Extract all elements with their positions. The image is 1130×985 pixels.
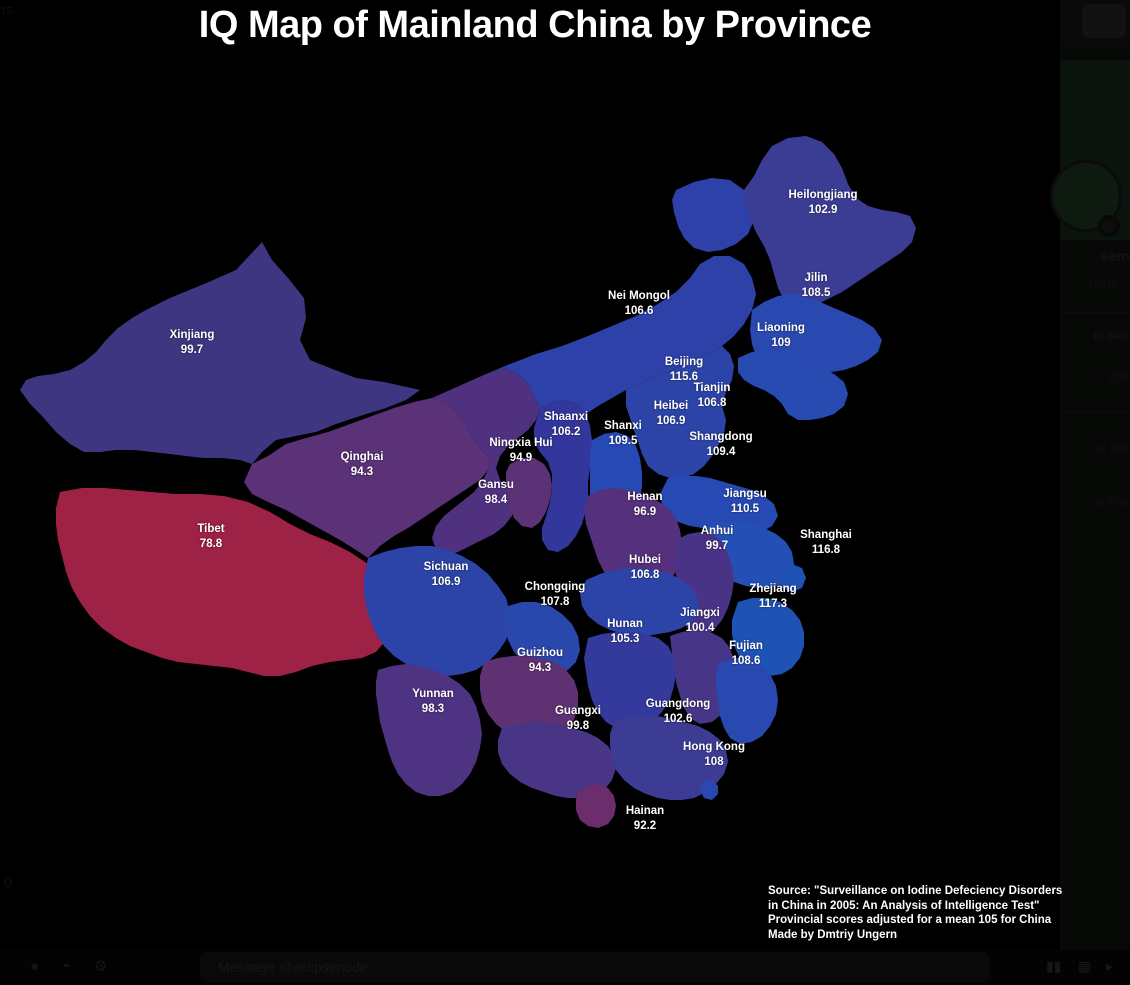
region-hubei [580,568,698,636]
profile-handle: node [1089,276,1118,291]
region-fujian [716,658,778,744]
source-line-2: in China in 2005: An Analysis of Intelli… [768,899,1040,912]
region-ningxia-hui [506,458,552,528]
source-line-1: Source: "Surveillance on Iodine Defecien… [768,885,1063,897]
region-nei-mongol [486,178,756,414]
source-line-4: Made by Dmtriy Ungern [768,928,898,941]
region-shanghai [778,564,806,592]
region-qinghai [244,398,490,558]
left-edge-label: rs [2,2,13,17]
iq-map-image: IQ Map of Mainland China by Province [20,4,1078,942]
province-shapes [20,136,916,828]
profile-username: sem [1099,248,1130,265]
region-guangdong [610,716,728,800]
gif-icon[interactable]: ▸ [1106,958,1114,974]
region-liaoning [738,350,848,420]
region-guizhou [480,656,578,738]
sticker-icon[interactable]: ▦ [1078,958,1092,974]
region-sichuan [364,546,510,676]
message-input-placeholder[interactable]: Message @eclipsenode [218,959,368,975]
search-pill[interactable] [1082,4,1126,38]
gift-icon[interactable]: ▮▮ [1046,958,1062,974]
region-heibei [626,346,734,478]
settings-icon[interactable]: ⚙ [94,958,108,975]
china-choropleth [20,136,916,828]
member-since-label: er Sinc [1093,330,1130,342]
source-line-3: Provincial scores adjusted for a mean 10… [768,914,1052,927]
profile-divider-2 [1060,412,1130,413]
region-xinjiang [20,242,420,464]
region-hunan [584,632,676,730]
region-shaanxi [534,400,592,552]
source-attribution: Source: "Surveillance on Iodine Defecien… [768,884,1078,942]
message-composer[interactable] [200,952,990,983]
add-attachment-icon[interactable]: + [248,958,257,975]
profile-divider-1 [1060,312,1130,313]
region-yunnan [376,664,482,796]
headset-icon[interactable]: ◓ [62,958,72,975]
region-henan [584,488,682,594]
map-title: IQ Map of Mainland China by Province [198,4,872,46]
region-tibet [56,488,394,676]
mic-icon[interactable]: ● [30,958,40,975]
region-hong-kong [700,780,718,800]
region-zhejiang [732,598,804,676]
member-since-value: 0, 201 [1093,368,1130,383]
region-heilongjiang [744,136,916,308]
region-shangdong [660,476,778,534]
role-badge-1: al Ser [1096,440,1130,455]
status-indicator [1098,215,1120,237]
region-hainan [576,784,616,828]
region-guangxi [498,722,616,798]
left-edge-count: 0 [4,874,13,891]
role-badge-2: al Frie [1093,494,1130,509]
